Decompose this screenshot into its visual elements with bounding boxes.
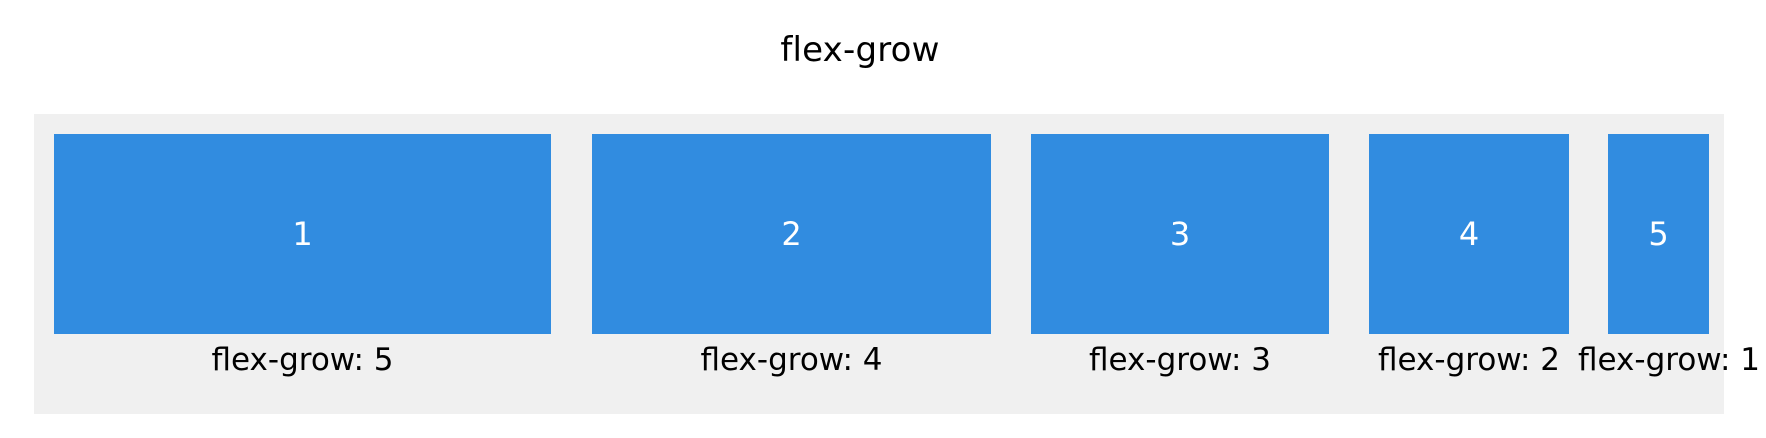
flex-item-4: 4 <box>1369 134 1569 334</box>
diagram-title: flex-grow <box>780 30 940 70</box>
flex-item-3-caption: flex-grow: 3 <box>1089 342 1271 378</box>
flex-container: 1 flex-grow: 5 2 flex-grow: 4 3 flex-gro… <box>34 114 1760 414</box>
flex-item-1-caption: flex-grow: 5 <box>211 342 394 378</box>
flex-item-3: 3 <box>1031 134 1329 334</box>
flex-item-1: 1 <box>54 134 551 334</box>
flex-item-4-caption: flex-grow: 2 <box>1378 342 1560 378</box>
flex-item-2-caption: flex-grow: 4 <box>700 342 883 378</box>
flex-item-2: 2 <box>592 134 991 334</box>
flex-item-5: 5 <box>1608 134 1709 334</box>
flex-item-5-caption: flex-grow: 1 <box>1578 342 1760 378</box>
